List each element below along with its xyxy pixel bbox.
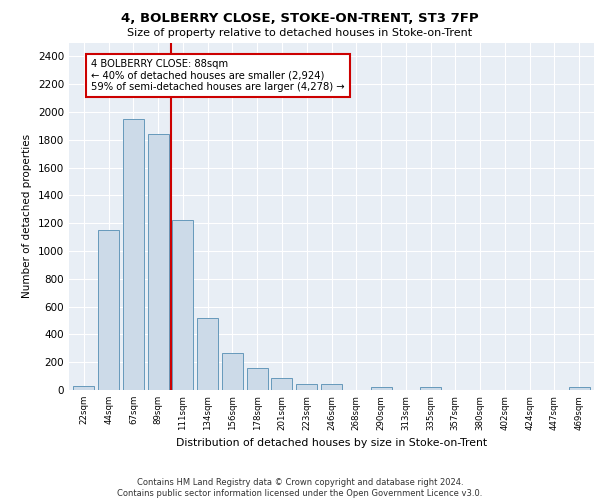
Bar (420, 387, 441, 390)
Bar (148, 134, 169, 390)
Bar (247, 368, 268, 390)
Bar (73, 386, 94, 390)
Bar (197, 318, 218, 390)
Bar (172, 220, 193, 390)
Bar (222, 353, 243, 390)
Bar (98, 230, 119, 390)
Bar (569, 387, 590, 390)
Bar (321, 384, 342, 390)
Text: Contains HM Land Registry data © Crown copyright and database right 2024.
Contai: Contains HM Land Registry data © Crown c… (118, 478, 482, 498)
Text: 4, BOLBERRY CLOSE, STOKE-ON-TRENT, ST3 7FP: 4, BOLBERRY CLOSE, STOKE-ON-TRENT, ST3 7… (121, 12, 479, 26)
Bar (296, 384, 317, 390)
X-axis label: Distribution of detached houses by size in Stoke-on-Trent: Distribution of detached houses by size … (176, 438, 487, 448)
Y-axis label: Number of detached properties: Number of detached properties (22, 134, 32, 298)
Bar (371, 386, 392, 390)
Bar (271, 378, 292, 390)
Text: Size of property relative to detached houses in Stoke-on-Trent: Size of property relative to detached ho… (127, 28, 473, 38)
Text: 4 BOLBERRY CLOSE: 88sqm
← 40% of detached houses are smaller (2,924)
59% of semi: 4 BOLBERRY CLOSE: 88sqm ← 40% of detache… (91, 59, 345, 92)
Bar (123, 119, 144, 390)
